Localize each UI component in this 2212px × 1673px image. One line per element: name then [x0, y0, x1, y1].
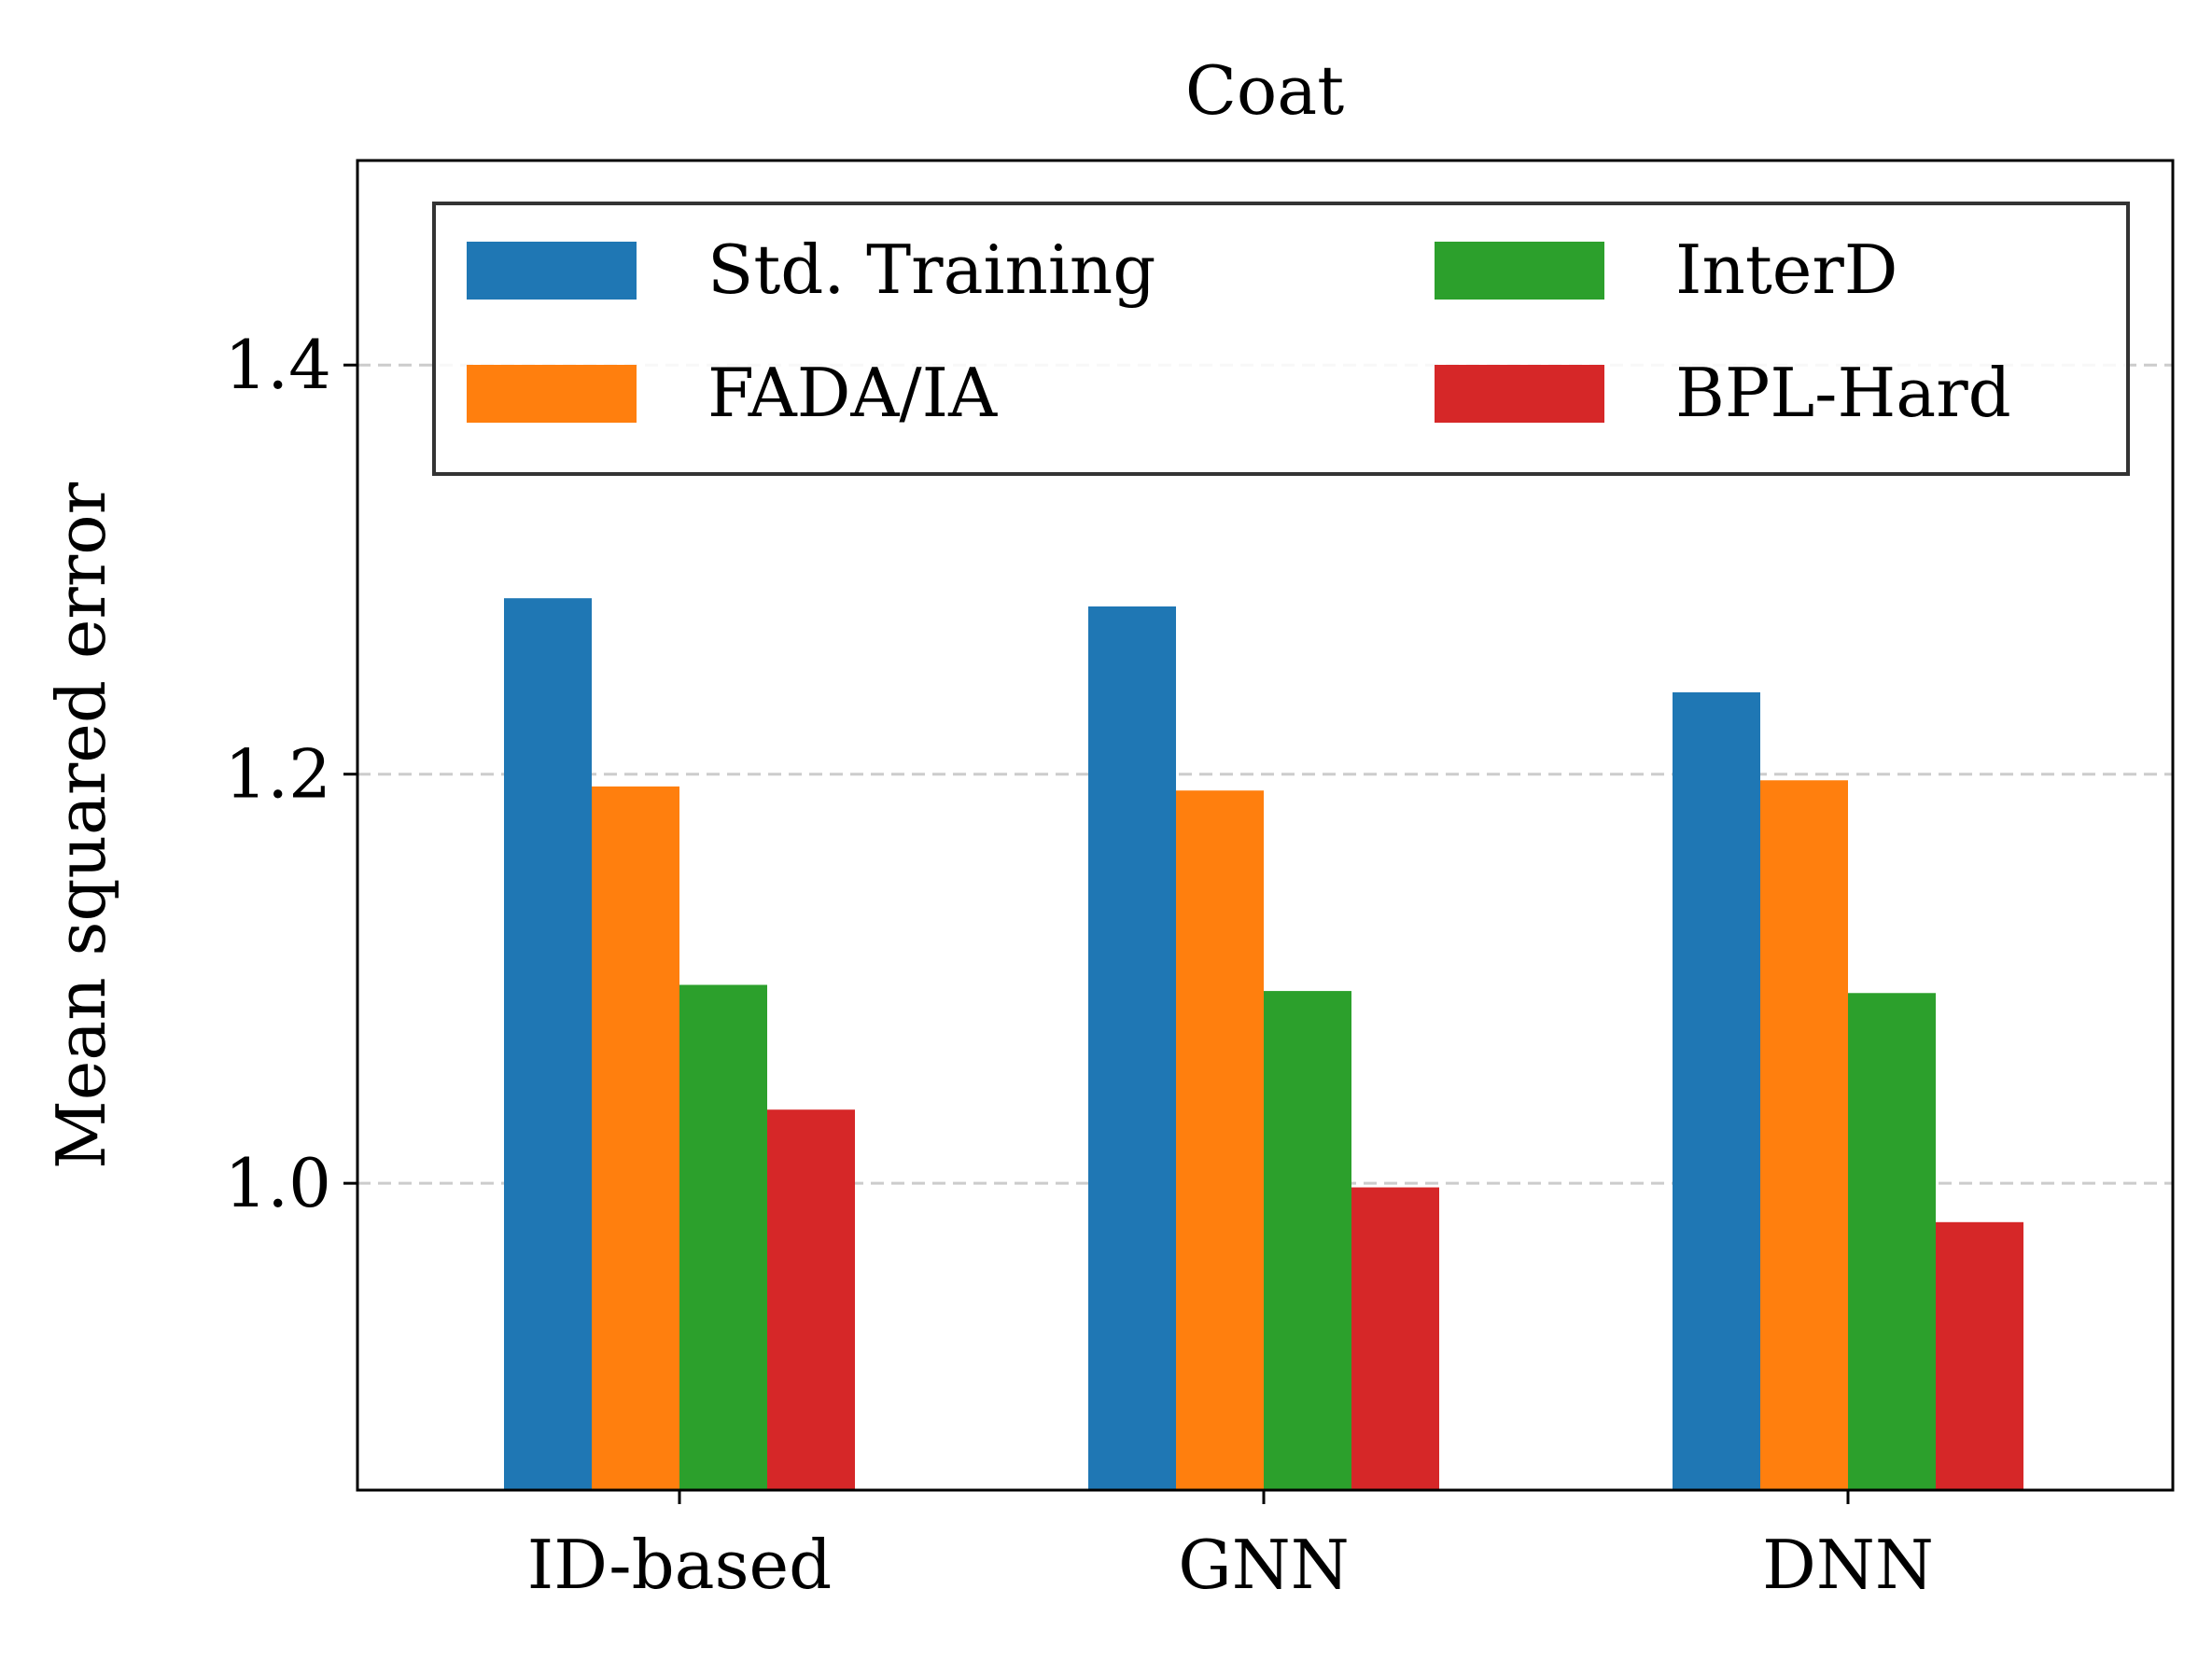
- chart-title: Coat: [1185, 51, 1344, 130]
- bar-bpl-hard-id-based: [767, 1109, 855, 1490]
- legend-swatch: [467, 242, 637, 300]
- x-tick-label: GNN: [1178, 1526, 1350, 1604]
- legend-swatch: [1435, 365, 1604, 423]
- legend-box: [432, 202, 2130, 476]
- legend-label: FADA/IA: [707, 354, 998, 432]
- bar-bpl-hard-gnn: [1351, 1187, 1439, 1490]
- bar-interd-dnn: [1848, 993, 1936, 1490]
- bar-std-training-id-based: [504, 598, 592, 1490]
- legend-swatch: [1435, 242, 1604, 300]
- y-axis-label: Mean squared error: [42, 481, 120, 1169]
- bars: [504, 598, 2023, 1490]
- legend: Std. Training FADA/IA InterD BPL-Hard: [432, 202, 2130, 476]
- bar-fada-ia-dnn: [1760, 780, 1848, 1490]
- y-axis: 1.0 1.2 1.4: [224, 326, 357, 1222]
- bar-interd-id-based: [679, 984, 767, 1490]
- y-tick-label: 1.4: [224, 326, 331, 404]
- legend-label: InterD: [1675, 230, 1898, 309]
- y-tick-label: 1.0: [224, 1144, 331, 1222]
- y-tick-label: 1.2: [224, 735, 331, 814]
- bar-std-training-dnn: [1673, 692, 1760, 1490]
- bar-interd-gnn: [1264, 991, 1351, 1490]
- legend-swatch: [467, 365, 637, 423]
- bar-std-training-gnn: [1088, 606, 1176, 1490]
- x-tick-label: ID-based: [527, 1526, 833, 1604]
- legend-label: Std. Training: [707, 230, 1155, 309]
- x-axis: ID-based GNN DNN: [527, 1490, 1934, 1604]
- bar-bpl-hard-dnn: [1936, 1221, 2023, 1490]
- bar-fada-ia-id-based: [592, 786, 679, 1490]
- legend-label: BPL-Hard: [1675, 354, 2011, 432]
- x-tick-label: DNN: [1762, 1526, 1934, 1604]
- bar-fada-ia-gnn: [1176, 790, 1264, 1490]
